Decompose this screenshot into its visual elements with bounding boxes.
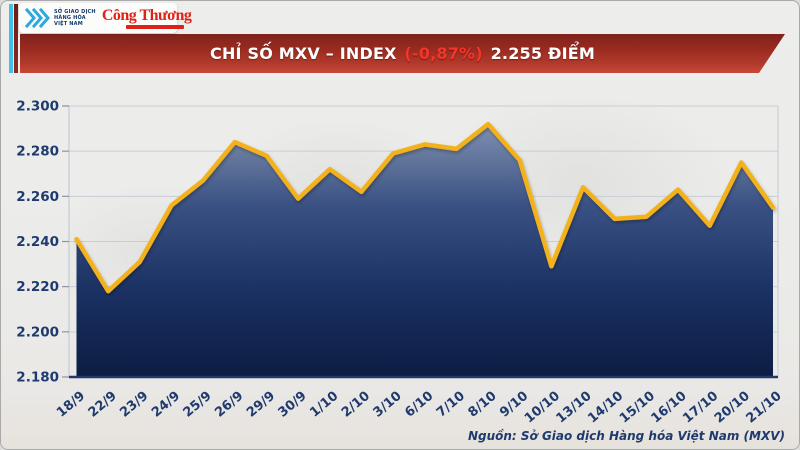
y-tick-label: 2.300	[16, 99, 59, 115]
x-tick-label: 2/10	[339, 389, 373, 421]
chart-title: CHỈ SỐ MXV – INDEX (-0,87%) 2.255 ĐIỂM	[210, 44, 595, 63]
x-tick-label: 18/9	[54, 389, 88, 421]
x-tick-label: 1/10	[307, 389, 341, 421]
x-tick-label: 7/10	[434, 389, 468, 421]
source-attribution: Nguồn: Sở Giao dịch Hàng hóa Việt Nam (M…	[467, 429, 785, 443]
congthuong-underline-bar	[125, 24, 184, 29]
mxv-chevrons-icon	[24, 7, 50, 29]
title-value: 2.255 ĐIỂM	[490, 44, 595, 63]
y-tick-label: 2.180	[16, 370, 59, 386]
x-tick-label: 20/10	[712, 389, 753, 427]
y-tick-label: 2.280	[16, 144, 59, 160]
x-tick-label: 23/9	[117, 389, 151, 421]
y-tick-label: 2.220	[16, 279, 59, 295]
x-tick-label: 25/9	[181, 389, 215, 421]
area-series-fill	[76, 124, 773, 377]
y-tick-label: 2.260	[16, 189, 59, 205]
accent-stripe-maroon	[14, 4, 18, 73]
x-tick-label: 29/9	[244, 389, 278, 421]
mxv-org-name: SỞ GIAO DỊCH HÀNG HÓA VIỆT NAM	[54, 9, 96, 27]
y-tick-label: 2.240	[16, 234, 59, 250]
x-tick-label: 13/10	[554, 389, 595, 427]
x-tick-label: 30/9	[276, 389, 310, 421]
x-tick-label: 21/10	[744, 389, 785, 427]
x-tick-label: 16/10	[649, 389, 690, 427]
x-tick-label: 8/10	[466, 389, 500, 421]
x-tick-label: 14/10	[585, 389, 626, 427]
x-tick-label: 10/10	[522, 389, 563, 427]
x-tick-label: 3/10	[371, 389, 405, 421]
index-line-series	[74, 121, 776, 294]
x-tick-label: 15/10	[617, 389, 658, 427]
accent-stripe-cyan	[9, 4, 13, 73]
congthuong-logo: Công Thương	[101, 6, 192, 29]
x-tick-label: 26/9	[212, 389, 246, 421]
x-tick-label: 6/10	[402, 389, 436, 421]
title-banner: CHỈ SỐ MXV – INDEX (-0,87%) 2.255 ĐIỂM	[20, 34, 785, 73]
congthuong-wordmark: Công Thương	[101, 6, 192, 24]
x-tick-label: 24/9	[149, 389, 183, 421]
title-change-percent: (-0,87%)	[404, 44, 483, 63]
logo-bar: SỞ GIAO DỊCH HÀNG HÓA VIỆT NAM Công Thươ…	[19, 3, 192, 33]
y-tick-label: 2.200	[16, 324, 59, 340]
title-prefix: CHỈ SỐ MXV – INDEX	[210, 44, 397, 63]
x-tick-label: 22/9	[86, 389, 120, 421]
x-tick-label: 17/10	[680, 389, 721, 427]
